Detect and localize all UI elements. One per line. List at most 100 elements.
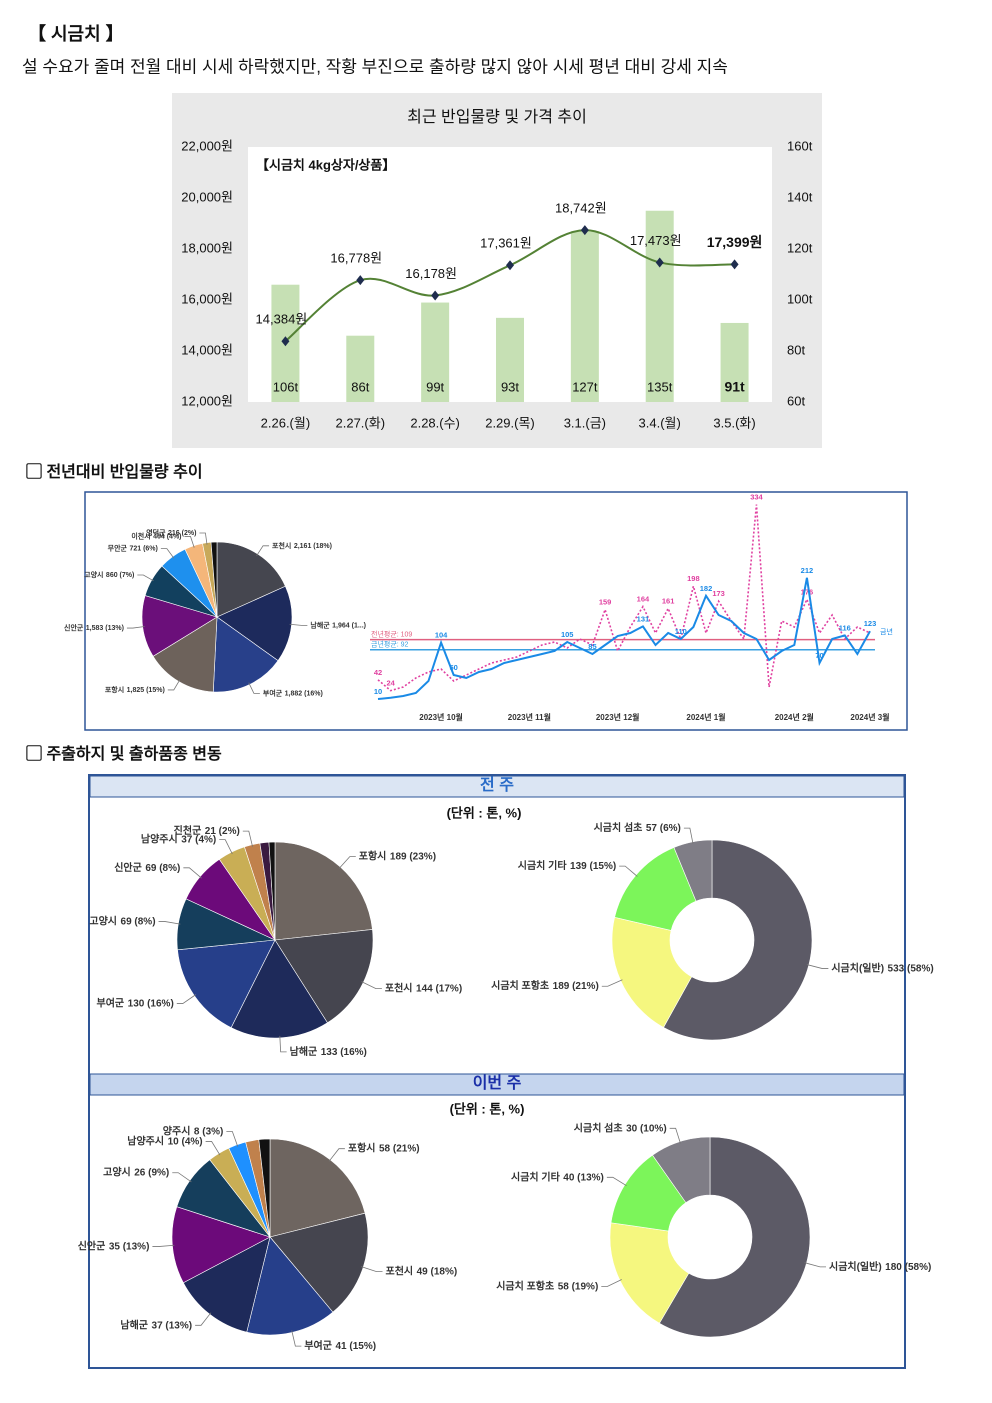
- slice-value: 216 (2%): [168, 530, 196, 537]
- y2-tick-label: 60t: [787, 393, 805, 408]
- leader-line: [167, 679, 181, 691]
- slice-label: 부여군 1,882 (16%): [263, 688, 323, 697]
- slice-category: 고양시: [89, 915, 117, 927]
- series-line: [377, 577, 871, 700]
- slice-value: 41 (15%): [335, 1341, 376, 1352]
- y-tick-label: 22,000원: [181, 138, 233, 153]
- slice: [663, 839, 813, 1041]
- slice-label: 시금치 기타 40 (13%): [511, 1170, 604, 1183]
- slice-value: 49 (18%): [417, 1266, 458, 1277]
- data-label: 161: [662, 596, 675, 605]
- leader-line: [361, 1266, 383, 1273]
- price-label: 17,399원: [707, 234, 763, 250]
- bar-label: 93t: [501, 379, 519, 394]
- x-tick-label: 2023년 11월: [508, 712, 551, 722]
- slice-category: 무안군: [108, 543, 128, 552]
- slice-label: 부여군 41 (15%): [304, 1339, 376, 1352]
- leader-line: [291, 1330, 302, 1347]
- slice-category: 남해군: [290, 1044, 318, 1057]
- unit-label: (단위 : 톤, %): [447, 805, 522, 820]
- y2-tick-label: 120t: [787, 240, 813, 255]
- slice-value: 1,964 (1...): [332, 622, 366, 629]
- bar: [645, 210, 674, 402]
- bar: [346, 335, 375, 402]
- y2-tick-label: 80t: [787, 342, 805, 357]
- leader-line: [361, 981, 382, 989]
- bar: [421, 302, 450, 402]
- leader-line: [199, 532, 208, 545]
- slice-label: 남양주시 37 (4%): [141, 832, 216, 845]
- price-label: 16,178원: [405, 266, 457, 281]
- y2-tick-label: 140t: [787, 189, 813, 204]
- slice-label: 시금치(일반) 533 (58%): [831, 961, 933, 974]
- slice-value: 2,161 (18%): [294, 543, 332, 550]
- reference-label: 금년평균: 92: [371, 640, 409, 649]
- price-marker: [281, 336, 290, 347]
- leader-line: [683, 827, 694, 844]
- data-label: 50: [450, 663, 458, 672]
- bar-label: 99t: [426, 379, 444, 394]
- slice: [609, 1222, 690, 1324]
- leader-line: [289, 623, 308, 626]
- leader-line: [205, 1141, 221, 1156]
- leader-line: [137, 574, 154, 582]
- slice: [673, 839, 713, 902]
- leader-line: [601, 1279, 622, 1287]
- slice-value: 37 (4%): [181, 834, 216, 845]
- y-tick-label: 16,000원: [181, 291, 233, 306]
- slice-label: 남양주시 10 (4%): [127, 1134, 202, 1147]
- slice-value: 860 (7%): [106, 572, 134, 579]
- leader-line: [126, 626, 145, 629]
- slice-category: 고양시: [84, 570, 103, 579]
- slice-value: 37 (13%): [152, 1320, 193, 1331]
- leader-line: [176, 994, 197, 1004]
- x-tick-label: 3.1.(금): [564, 415, 606, 430]
- price-marker: [506, 260, 514, 271]
- slice-category: 포항시: [359, 849, 387, 862]
- slice-value: 1,825 (15%): [127, 687, 165, 694]
- bar-label: 135t: [647, 379, 673, 394]
- x-tick-label: 2.29.(목): [485, 415, 535, 430]
- panel-header: [89, 1073, 905, 1096]
- page-title: 【 시금치 】: [28, 24, 124, 44]
- slice-value: 1,583 (13%): [86, 625, 124, 632]
- data-label: 24: [386, 679, 395, 688]
- y2-tick-label: 100t: [787, 291, 813, 306]
- slice-label: 고양시 69 (8%): [89, 915, 155, 927]
- data-label: 116: [839, 623, 851, 632]
- slice-category: 남양주시: [127, 1134, 164, 1147]
- slice-label: 포항시 58 (21%): [348, 1141, 420, 1154]
- slice-label: 시금치 포항초 58 (19%): [496, 1279, 598, 1292]
- slice-label: 포천시 2,161 (18%): [272, 541, 332, 550]
- slice-value: 1,882 (16%): [285, 690, 323, 697]
- slice-category: 시금치 포항초: [496, 1279, 554, 1292]
- slice-category: 시금치(일반): [831, 961, 884, 974]
- y-tick-label: 14,000원: [181, 342, 233, 357]
- slice-label: 신안군 35 (13%): [78, 1239, 150, 1252]
- slice-label: 양주시 8 (3%): [163, 1125, 224, 1137]
- slice-label: 신안군 69 (8%): [114, 860, 180, 873]
- slice-category: 고양시: [103, 1166, 131, 1178]
- data-label: 105: [561, 630, 574, 639]
- y-tick-label: 18,000원: [181, 240, 233, 255]
- leader-line: [158, 921, 181, 925]
- slice-label: 시금치 섬초 57 (6%): [594, 821, 681, 834]
- slice-value: 35 (13%): [109, 1241, 150, 1252]
- leader-line: [248, 682, 260, 694]
- slice-category: 신안군: [78, 1239, 106, 1252]
- slice-label: 남해군 37 (13%): [120, 1318, 192, 1331]
- x-tick-label: 3.4.(월): [639, 415, 681, 430]
- leader-line: [804, 1262, 827, 1268]
- slice-value: 8 (3%): [194, 1126, 223, 1137]
- slice-value: 464 (4%): [153, 533, 181, 540]
- slice-category: 시금치 섬초: [574, 1121, 623, 1134]
- slice-category: 남해군: [310, 620, 330, 629]
- leader-line: [806, 964, 829, 969]
- series-line: [377, 504, 871, 692]
- slice-category: 시금치 기타: [511, 1170, 561, 1183]
- data-label: 70: [815, 651, 823, 660]
- slice-label: 남해군 1,964 (1...): [310, 620, 366, 629]
- slice-category: 부여군: [304, 1339, 332, 1352]
- data-label: 334: [750, 493, 763, 502]
